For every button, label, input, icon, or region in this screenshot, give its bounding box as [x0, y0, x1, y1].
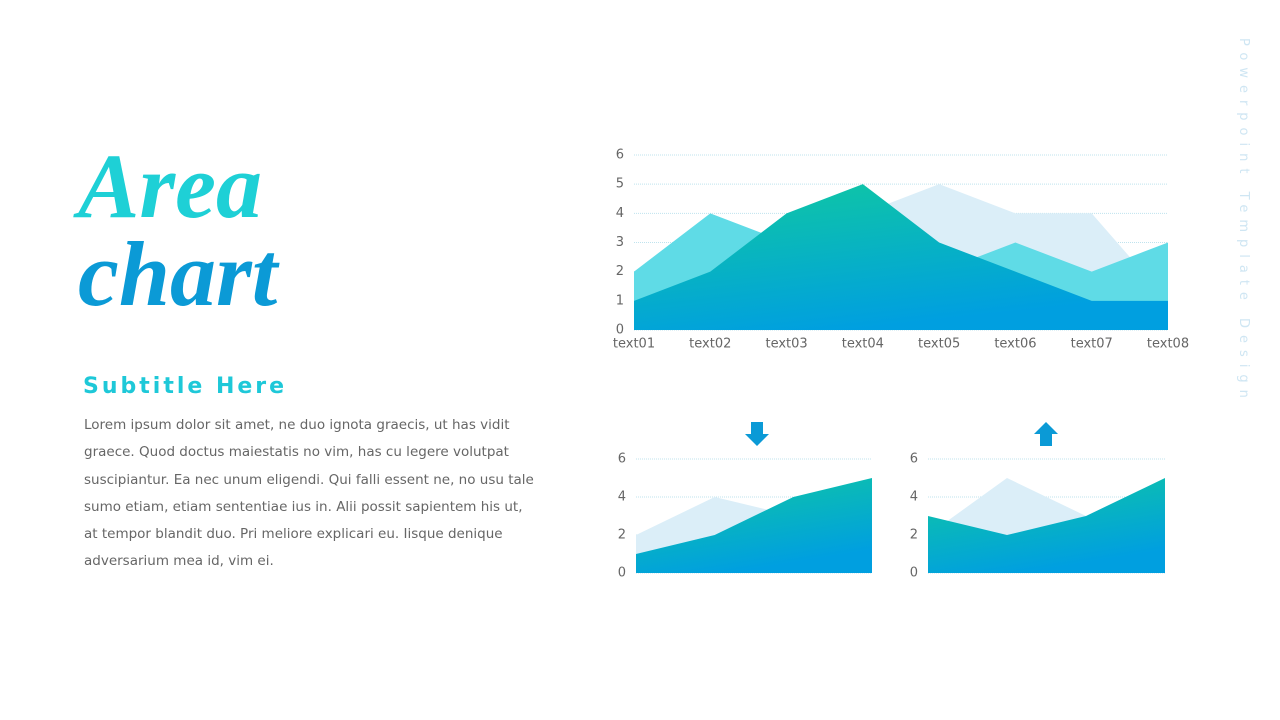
y-tick-label: 0 [616, 323, 624, 338]
title: chart [78, 223, 278, 325]
y-tick-label: 6 [910, 452, 918, 467]
down-arrow [745, 422, 769, 446]
y-tick-label: 1 [616, 293, 624, 308]
area [636, 478, 872, 573]
y-tick-label: 2 [616, 264, 624, 279]
x-tick-label: text07 [1071, 337, 1113, 352]
area [634, 184, 1168, 330]
area [928, 478, 1165, 573]
subtitle: Subtitle Here [83, 374, 288, 399]
x-tick-label: text01 [613, 337, 655, 352]
y-tick-label: 6 [616, 148, 624, 163]
y-tick-label: 4 [910, 490, 918, 505]
side-text: Powerpoint Template Design [1236, 38, 1251, 405]
x-tick-label: text04 [842, 337, 884, 352]
y-tick-label: 0 [910, 566, 918, 581]
y-tick-label: 0 [618, 566, 626, 581]
x-tick-label: text03 [765, 337, 807, 352]
body-text: Lorem ipsum dolor sit amet, ne duo ignot… [84, 417, 534, 570]
up-arrow [1034, 422, 1058, 446]
x-tick-label: text02 [689, 337, 731, 352]
x-tick-label: text08 [1147, 337, 1189, 352]
y-tick-label: 4 [616, 206, 624, 221]
x-tick-label: text05 [918, 337, 960, 352]
y-tick-label: 5 [616, 177, 624, 192]
y-tick-label: 4 [618, 490, 626, 505]
x-tick-label: text06 [994, 337, 1036, 352]
y-tick-label: 2 [910, 528, 918, 543]
y-tick-label: 6 [618, 452, 626, 467]
y-tick-label: 2 [618, 528, 626, 543]
y-tick-label: 3 [616, 235, 624, 250]
title: Area [78, 135, 262, 237]
